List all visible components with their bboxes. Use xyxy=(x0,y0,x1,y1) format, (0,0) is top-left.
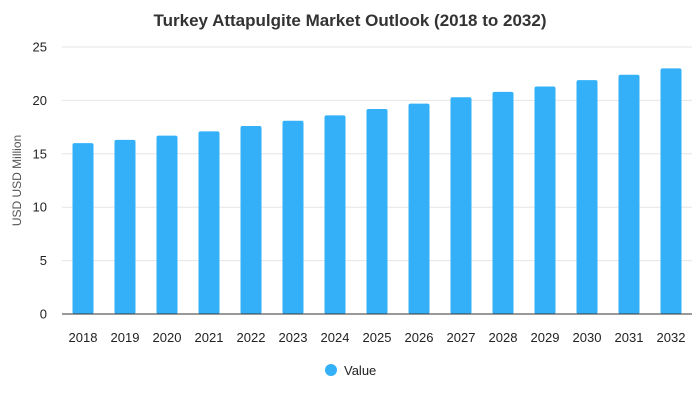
bar-2023[interactable] xyxy=(282,120,304,314)
bar-2022[interactable] xyxy=(240,126,262,314)
x-tick-label: 2031 xyxy=(615,330,644,345)
bar-2025[interactable] xyxy=(366,108,388,314)
y-tick-label: 0 xyxy=(40,307,47,322)
x-tick-label: 2030 xyxy=(573,330,602,345)
x-tick-label: 2023 xyxy=(279,330,308,345)
x-tick-label: 2027 xyxy=(447,330,476,345)
legend-swatch-value[interactable] xyxy=(325,364,337,376)
bar-2020[interactable] xyxy=(156,135,178,314)
x-tick-label: 2021 xyxy=(195,330,224,345)
y-tick-label: 20 xyxy=(33,93,47,108)
x-axis-ticks: 2018 2019 2020 2021 2022 2023 2024 2025 2026 2027… xyxy=(69,330,686,345)
y-tick-label: 5 xyxy=(40,253,47,268)
bar-2024[interactable] xyxy=(324,115,346,315)
bar-2019[interactable] xyxy=(114,139,136,314)
x-tick-label: 2024 xyxy=(321,330,350,345)
bar-2026[interactable] xyxy=(408,103,430,314)
bar-2018[interactable] xyxy=(72,143,94,314)
x-tick-label: 2029 xyxy=(531,330,560,345)
legend: Value xyxy=(325,363,376,378)
x-tick-label: 2019 xyxy=(111,330,140,345)
bar-2029[interactable] xyxy=(534,86,556,315)
y-tick-label: 25 xyxy=(33,40,47,55)
x-tick-label: 2026 xyxy=(405,330,434,345)
x-tick-label: 2025 xyxy=(363,330,392,345)
bar-2030[interactable] xyxy=(576,80,598,314)
x-tick-label: 2018 xyxy=(69,330,98,345)
x-tick-label: 2028 xyxy=(489,330,518,345)
x-tick-label: 2020 xyxy=(153,330,182,345)
bar-2021[interactable] xyxy=(198,131,220,314)
bars xyxy=(72,68,682,315)
bar-2028[interactable] xyxy=(492,91,514,314)
y-axis-ticks: 0 5 10 15 20 25 xyxy=(33,40,47,322)
y-tick-label: 10 xyxy=(33,200,47,215)
y-tick-label: 15 xyxy=(33,146,47,161)
chart-title: Turkey Attapulgite Market Outlook (2018 … xyxy=(154,11,547,30)
x-tick-label: 2032 xyxy=(657,330,686,345)
legend-label-value[interactable]: Value xyxy=(344,363,376,378)
bar-2031[interactable] xyxy=(618,74,640,314)
y-axis-label: USD USD Million xyxy=(10,135,24,226)
bar-2032[interactable] xyxy=(660,68,682,314)
bar-2027[interactable] xyxy=(450,97,472,314)
x-tick-label: 2022 xyxy=(237,330,266,345)
